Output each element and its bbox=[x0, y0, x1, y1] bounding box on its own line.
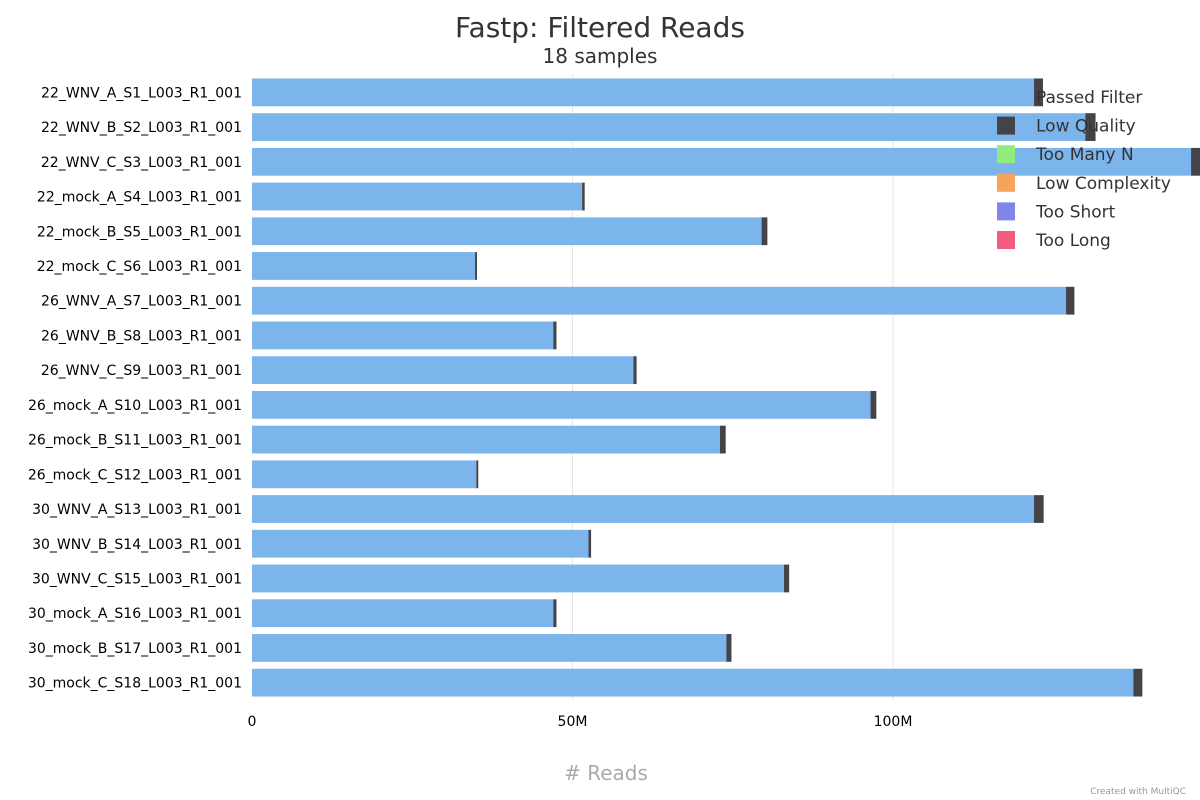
category-label: 30_WNV_B_S14_L003_R1_001 bbox=[32, 537, 242, 553]
category-label: 26_WNV_A_S7_L003_R1_001 bbox=[41, 294, 242, 310]
legend-swatch bbox=[997, 145, 1015, 164]
category-label: 26_WNV_C_S9_L003_R1_001 bbox=[41, 363, 242, 379]
bar-segment[interactable] bbox=[252, 356, 634, 385]
category-label: 30_mock_A_S16_L003_R1_001 bbox=[28, 606, 242, 622]
bar-segment[interactable] bbox=[588, 529, 592, 558]
legend-item[interactable]: Passed Filter bbox=[997, 88, 1142, 108]
bar-segment[interactable] bbox=[252, 425, 720, 454]
x-tick-label: 100M bbox=[874, 714, 913, 730]
bar-segment[interactable] bbox=[475, 252, 477, 280]
category-label: 26_WNV_B_S8_L003_R1_001 bbox=[41, 328, 242, 344]
bar-segment[interactable] bbox=[252, 252, 476, 280]
category-label: 22_WNV_C_S3_L003_R1_001 bbox=[41, 155, 242, 171]
bar-segment[interactable] bbox=[252, 460, 477, 489]
legend-label: Too Many N bbox=[1035, 145, 1134, 165]
bar-segment[interactable] bbox=[252, 182, 583, 211]
bar-segment[interactable] bbox=[553, 321, 557, 350]
x-axis-label: # Reads bbox=[564, 761, 648, 785]
bar-segment[interactable] bbox=[726, 634, 732, 662]
bar-segment[interactable] bbox=[252, 113, 1086, 141]
bar-segment[interactable] bbox=[252, 321, 554, 350]
bar-segment[interactable] bbox=[252, 599, 554, 628]
x-axis-ticks: 0 50M 100M bbox=[248, 714, 913, 730]
legend-label: Low Quality bbox=[1036, 117, 1136, 137]
bar-segment[interactable] bbox=[1034, 495, 1044, 523]
category-label: 26_mock_C_S12_L003_R1_001 bbox=[28, 467, 242, 483]
legend-swatch bbox=[997, 88, 1015, 106]
category-label: 22_mock_B_S5_L003_R1_001 bbox=[37, 224, 242, 240]
bar-segment[interactable] bbox=[252, 147, 1192, 176]
bar-segment[interactable] bbox=[252, 668, 1134, 697]
category-label: 22_WNV_A_S1_L003_R1_001 bbox=[41, 85, 242, 101]
x-tick-label: 0 bbox=[248, 714, 257, 730]
chart-subtitle: 18 samples bbox=[543, 44, 658, 68]
chart-title: Fastp: Filtered Reads bbox=[455, 11, 745, 44]
bar-segment[interactable] bbox=[252, 286, 1067, 315]
legend-label: Too Short bbox=[1035, 202, 1116, 222]
category-label: 22_mock_C_S6_L003_R1_001 bbox=[37, 259, 242, 275]
bar-segment[interactable] bbox=[553, 599, 557, 628]
legend-item[interactable]: Too Long bbox=[997, 231, 1111, 251]
bar-segment[interactable] bbox=[1085, 113, 1096, 141]
legend-item[interactable]: Low Quality bbox=[997, 116, 1136, 137]
bar-segment[interactable] bbox=[582, 182, 585, 211]
bar-segment[interactable] bbox=[252, 217, 762, 246]
category-label: 22_WNV_B_S2_L003_R1_001 bbox=[41, 120, 242, 136]
bar-segment[interactable] bbox=[1034, 78, 1043, 107]
bar-segment[interactable] bbox=[252, 564, 785, 593]
bar-segment[interactable] bbox=[252, 634, 727, 662]
legend-label: Too Long bbox=[1035, 231, 1111, 251]
bar-segment[interactable] bbox=[1066, 286, 1075, 315]
category-label: 30_WNV_A_S13_L003_R1_001 bbox=[32, 502, 242, 518]
category-label: 30_mock_C_S18_L003_R1_001 bbox=[28, 676, 242, 692]
bar-segment[interactable] bbox=[870, 390, 877, 419]
category-label: 30_mock_B_S17_L003_R1_001 bbox=[28, 641, 242, 657]
legend[interactable]: Passed Filter Low Quality Too Many N Low Co… bbox=[997, 88, 1171, 251]
bar-segment[interactable] bbox=[719, 425, 726, 454]
legend-item[interactable]: Too Short bbox=[997, 202, 1116, 222]
legend-swatch bbox=[997, 116, 1015, 135]
category-labels: 22_WNV_A_S1_L003_R1_001 22_WNV_B_S2_L003_… bbox=[28, 85, 242, 691]
legend-swatch bbox=[997, 231, 1015, 249]
bar-segment[interactable] bbox=[252, 390, 871, 419]
bar-segment[interactable] bbox=[784, 564, 790, 593]
category-label: 30_WNV_C_S15_L003_R1_001 bbox=[32, 571, 242, 587]
bar-segment[interactable] bbox=[252, 495, 1035, 523]
legend-label: Low Complexity bbox=[1036, 174, 1171, 194]
legend-swatch bbox=[997, 173, 1015, 192]
bars bbox=[252, 78, 1200, 697]
bar-segment[interactable] bbox=[1133, 668, 1143, 697]
legend-label: Passed Filter bbox=[1036, 88, 1142, 108]
bar-segment[interactable] bbox=[252, 78, 1035, 107]
bar-segment[interactable] bbox=[1191, 147, 1200, 176]
legend-swatch bbox=[997, 202, 1015, 221]
category-label: 26_mock_A_S10_L003_R1_001 bbox=[28, 398, 242, 414]
bar-segment[interactable] bbox=[476, 460, 479, 489]
credit-text: Created with MultiQC bbox=[1090, 787, 1186, 797]
legend-item[interactable]: Too Many N bbox=[997, 145, 1134, 165]
bar-segment[interactable] bbox=[633, 356, 637, 385]
category-label: 22_mock_A_S4_L003_R1_001 bbox=[37, 190, 242, 206]
legend-item[interactable]: Low Complexity bbox=[997, 173, 1171, 194]
category-label: 26_mock_B_S11_L003_R1_001 bbox=[28, 433, 242, 449]
x-tick-label: 50M bbox=[558, 714, 588, 730]
bar-segment[interactable] bbox=[761, 217, 768, 246]
gridlines bbox=[572, 75, 894, 700]
bar-segment[interactable] bbox=[252, 529, 589, 558]
